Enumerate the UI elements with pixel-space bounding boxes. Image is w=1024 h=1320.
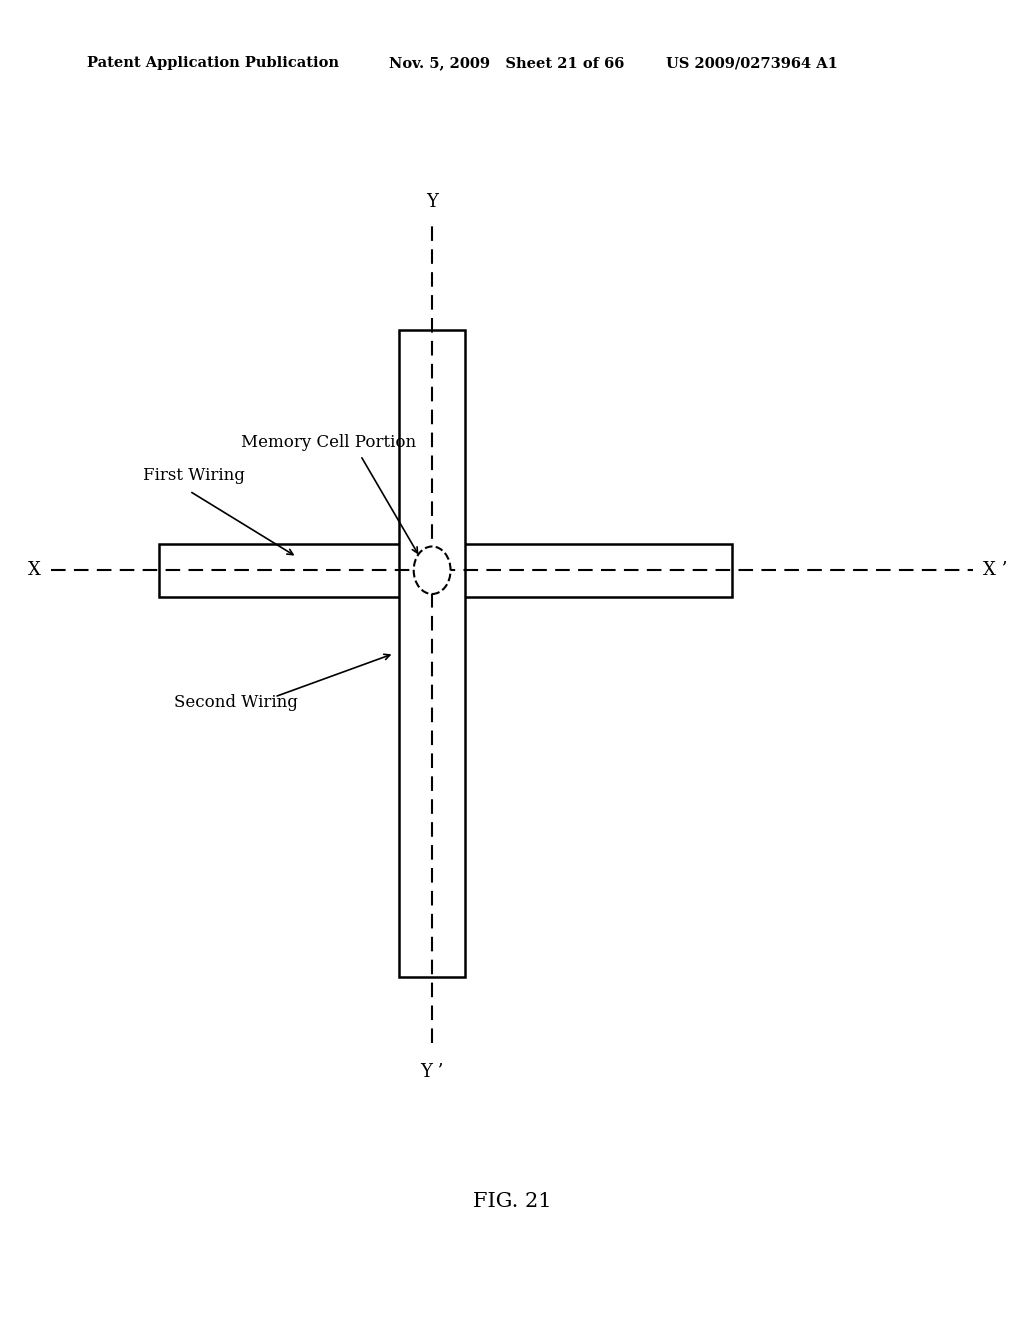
Text: X ’: X ’ <box>983 561 1008 579</box>
Text: Patent Application Publication: Patent Application Publication <box>87 57 339 70</box>
Text: Nov. 5, 2009   Sheet 21 of 66: Nov. 5, 2009 Sheet 21 of 66 <box>389 57 625 70</box>
Text: FIG. 21: FIG. 21 <box>473 1192 551 1210</box>
Circle shape <box>414 546 451 594</box>
Text: First Wiring: First Wiring <box>143 467 245 483</box>
Text: Second Wiring: Second Wiring <box>174 694 298 710</box>
Text: US 2009/0273964 A1: US 2009/0273964 A1 <box>666 57 838 70</box>
Text: Y ’: Y ’ <box>421 1063 443 1081</box>
Text: X: X <box>28 561 41 579</box>
Bar <box>159 544 732 597</box>
Text: Memory Cell Portion: Memory Cell Portion <box>241 434 416 450</box>
Text: Y: Y <box>426 193 438 211</box>
Bar <box>399 330 465 977</box>
